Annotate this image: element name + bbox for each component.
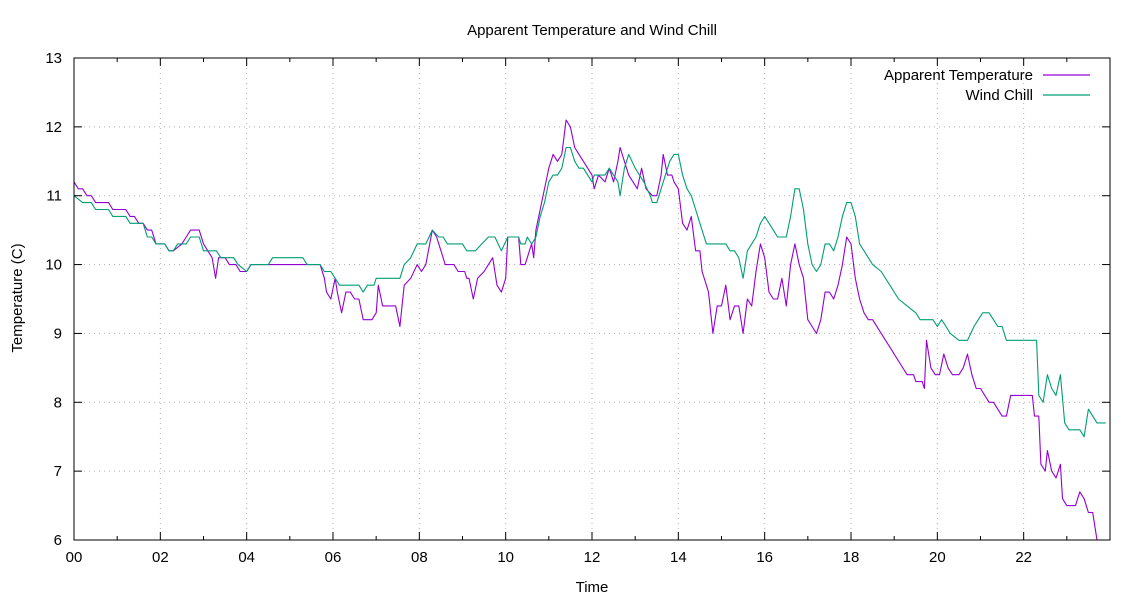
y-tick-label: 10 [45,257,62,274]
y-tick-label: 8 [54,394,62,411]
y-tick-label: 9 [54,325,62,342]
x-tick-label: 16 [756,549,773,566]
x-tick-label: 06 [325,549,342,566]
x-axis-label: Time [576,579,609,596]
series-line-wind-chill [74,146,1106,438]
series-line-apparent-temperature [74,119,1098,540]
x-tick-label: 10 [497,549,514,566]
axis-ticks: 6 7 8 9 10 11 12 13 00 02 04 06 08 10 12 14 16 18 20 22 [45,50,1110,566]
x-tick-label: 12 [584,549,601,566]
x-tick-label: 04 [238,549,255,566]
x-tick-label: 18 [843,549,860,566]
x-tick-label: 20 [929,549,946,566]
legend-label: Wind Chill [965,87,1033,104]
x-tick-label: 02 [152,549,169,566]
y-tick-label: 6 [54,532,62,549]
y-axis-label: Temperature (C) [9,243,26,352]
y-tick-label: 12 [45,119,62,136]
legend: Apparent Temperature Wind Chill [884,67,1090,104]
y-tick-label: 11 [46,188,62,205]
x-tick-label: 22 [1015,549,1032,566]
plot-lines [74,119,1106,540]
legend-label: Apparent Temperature [884,67,1033,84]
grid [74,58,1110,540]
y-tick-label: 7 [54,463,62,480]
x-tick-label: 08 [411,549,428,566]
x-tick-label: 14 [670,549,687,566]
chart-title: Apparent Temperature and Wind Chill [467,22,717,39]
y-tick-label: 13 [45,50,62,67]
x-tick-label: 00 [66,549,83,566]
